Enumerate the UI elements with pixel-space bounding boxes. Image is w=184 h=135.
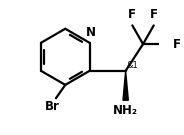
Text: F: F bbox=[128, 8, 136, 21]
Polygon shape bbox=[123, 71, 128, 100]
Text: Br: Br bbox=[45, 100, 60, 113]
Text: &1: &1 bbox=[127, 60, 139, 70]
Text: N: N bbox=[86, 26, 96, 39]
Text: F: F bbox=[150, 8, 158, 21]
Text: NH₂: NH₂ bbox=[113, 104, 138, 117]
Text: F: F bbox=[172, 38, 181, 51]
